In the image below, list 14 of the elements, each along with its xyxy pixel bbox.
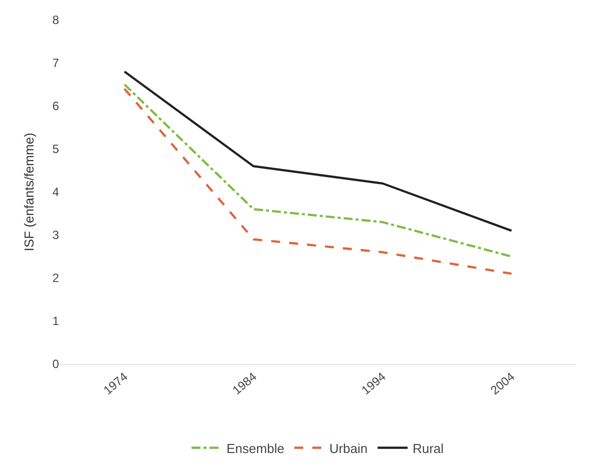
y-tick-label: 1 xyxy=(52,314,60,328)
y-tick-label: 2 xyxy=(52,271,60,286)
legend-label: Rural xyxy=(412,440,444,456)
y-tick-label: 5 xyxy=(52,142,60,156)
y-tick-label: 8 xyxy=(52,13,60,28)
y-axis-title: ISF (enfants/femme) xyxy=(21,132,36,252)
y-tick-label: 0 xyxy=(52,357,60,372)
legend-label: Urbain xyxy=(329,440,368,456)
line-series xyxy=(123,70,513,232)
y-tick-label: 3 xyxy=(52,228,60,242)
y-tick-label: 7 xyxy=(52,56,60,70)
legend-label: Ensemble xyxy=(226,440,284,456)
y-tick-label: 6 xyxy=(52,99,60,114)
y-tick-label: 4 xyxy=(52,185,60,200)
